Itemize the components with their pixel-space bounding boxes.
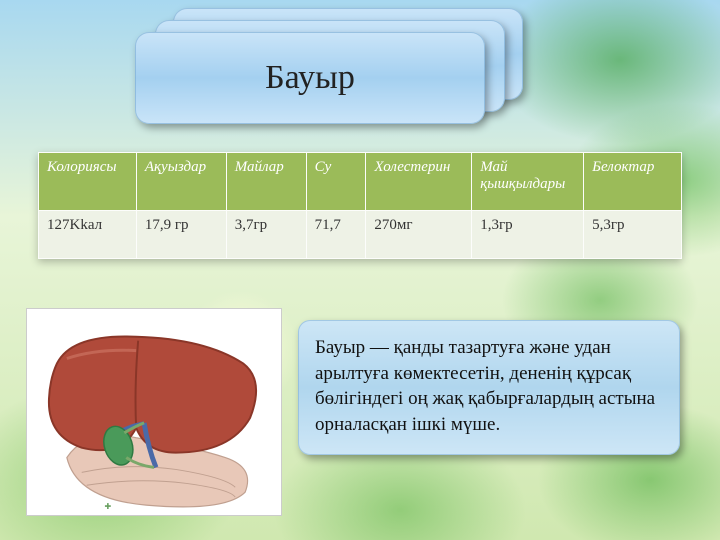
table-row: 127Kkал 17,9 гр 3,7гр 71,7 270мг 1,3гр 5… [39,211,682,259]
description-text: Бауыр — қанды тазартуға және удан арылту… [315,337,655,435]
description-box: Бауыр — қанды тазартуға және удан арылту… [298,320,680,455]
cell-calories: 127Kkал [39,211,137,259]
cell-water: 71,7 [306,211,366,259]
liver-svg: ✚ [27,309,281,515]
cell-fattyacids: 1,3гр [472,211,584,259]
title-card-stack: Бауыр [135,8,515,123]
col-fattyacids: Май қышқылдары [472,153,584,211]
col-calories: Колориясы [39,153,137,211]
cell-belok: 5,3гр [584,211,682,259]
page-title: Бауыр [265,59,355,97]
col-proteins: Ақуыздар [136,153,226,211]
svg-text:✚: ✚ [104,502,111,511]
title-card-front: Бауыр [135,32,485,124]
col-water: Су [306,153,366,211]
cell-fats: 3,7гр [226,211,306,259]
col-fats: Майлар [226,153,306,211]
table-header-row: Колориясы Ақуыздар Майлар Су Холестерин … [39,153,682,211]
col-belok: Белоктар [584,153,682,211]
cell-proteins: 17,9 гр [136,211,226,259]
nutrition-table: Колориясы Ақуыздар Майлар Су Холестерин … [38,152,682,259]
liver-illustration: ✚ [26,308,282,516]
cell-cholesterol: 270мг [366,211,472,259]
col-cholesterol: Холестерин [366,153,472,211]
